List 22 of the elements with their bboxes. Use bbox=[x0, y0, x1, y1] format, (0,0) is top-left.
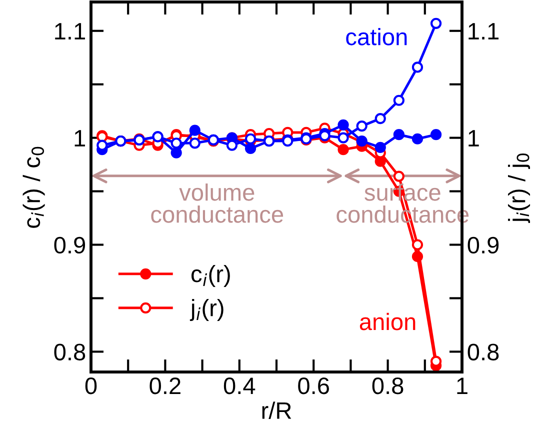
annotation: anion bbox=[360, 312, 416, 330]
x-tick-label: 1 bbox=[457, 378, 468, 394]
legend-label: j$_{i}$(r) bbox=[190, 298, 224, 321]
y2-tick-label: 0.9 bbox=[468, 236, 499, 254]
x-tick-label: 0.6 bbox=[298, 377, 329, 394]
x-tick-label: 0.4 bbox=[224, 377, 256, 394]
y2-tick-label: 1 bbox=[468, 130, 479, 146]
x-tick-label: 0 bbox=[85, 377, 97, 394]
x-tick-label: 0.8 bbox=[372, 377, 404, 394]
annotation: cation bbox=[346, 28, 407, 46]
y2-axis-title: j$_{i}$(r) / j$_{0}$ bbox=[508, 154, 530, 223]
y-tick-label: 1 bbox=[74, 130, 85, 146]
y-tick-label: 0.9 bbox=[54, 236, 86, 254]
x-tick-label: 0.2 bbox=[150, 377, 180, 394]
x-axis-title: r/R bbox=[262, 402, 292, 419]
y-tick-label: 0.8 bbox=[54, 344, 86, 360]
y-axis-title: c$_{i}$(r) / c$_{0}$ bbox=[22, 146, 45, 228]
annotation: volume conductance bbox=[151, 183, 284, 223]
y-tick-label: 1.1 bbox=[55, 23, 85, 40]
legend-label: c$_{i}$(r) bbox=[192, 264, 230, 287]
y2-tick-label: 0.8 bbox=[468, 344, 499, 360]
y2-tick-label: 1.1 bbox=[468, 23, 499, 40]
